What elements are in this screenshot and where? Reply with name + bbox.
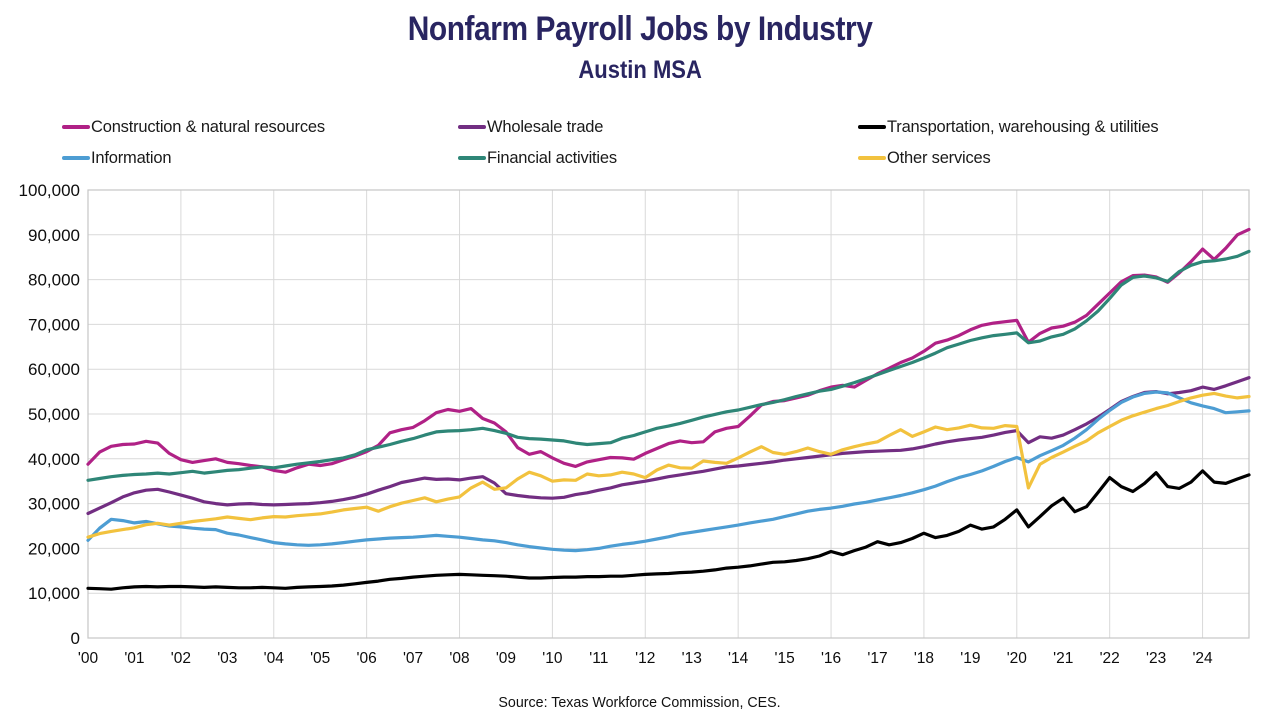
legend-label: Construction & natural resources — [91, 117, 325, 136]
legend-column-3: Transportation, warehousing & utilities … — [858, 116, 1167, 169]
x-axis-tick-label: '23 — [1146, 650, 1166, 667]
source-note: Source: Texas Workforce Commission, CES. — [498, 694, 782, 711]
legend-column-2: Wholesale trade Financial activities — [458, 116, 621, 169]
page-subtitle: Austin MSA — [578, 56, 702, 84]
y-axis-tick-label: 40,000 — [28, 450, 80, 469]
transportation-line-swatch-icon — [858, 125, 886, 129]
x-axis-tick-label: '05 — [310, 650, 330, 667]
series-line-information — [86, 390, 1251, 553]
x-axis-tick-label: '22 — [1100, 650, 1120, 667]
wholesale-line-swatch-icon — [458, 125, 486, 129]
construction-line-swatch-icon — [62, 125, 90, 129]
y-axis-tick-label: 100,000 — [19, 181, 80, 200]
x-axis-tick-label: '06 — [357, 650, 377, 667]
x-axis-tick-label: '18 — [914, 650, 934, 667]
y-axis-tick-label: 50,000 — [28, 405, 80, 424]
legend-label: Other services — [887, 148, 991, 167]
legend-label: Financial activities — [487, 148, 617, 167]
series-line-wholesale-trade — [86, 376, 1251, 516]
x-axis-tick-label: '00 — [78, 650, 99, 667]
y-axis-tick-label: 20,000 — [28, 539, 80, 558]
information-line-swatch-icon — [62, 156, 90, 160]
x-axis-tick-label: '24 — [1192, 650, 1213, 667]
x-axis-tick-label: '13 — [682, 650, 702, 667]
x-axis-tick-label: '21 — [1053, 650, 1073, 667]
series-line-financial-activities — [86, 249, 1251, 482]
chart-legend: Construction & natural resources Informa… — [0, 116, 1280, 180]
x-axis-tick-label: '01 — [124, 650, 144, 667]
y-axis-tick-label: 60,000 — [28, 360, 80, 379]
legend-label: Wholesale trade — [487, 117, 604, 136]
y-axis-tick-label: 10,000 — [28, 584, 80, 603]
y-axis-tick-label: 70,000 — [28, 315, 80, 334]
x-axis-tick-label: '16 — [821, 650, 841, 667]
x-axis-tick-label: '17 — [867, 650, 887, 667]
series-line-transportation-warehousing-utilities — [86, 469, 1251, 591]
x-axis-tick-label: '03 — [217, 650, 237, 667]
series-line-construction-natural-resources — [86, 227, 1251, 474]
legend-item-wholesale: Wholesale trade — [458, 116, 621, 138]
x-axis-tick-label: '09 — [496, 650, 516, 667]
x-axis-tick-label: '12 — [635, 650, 655, 667]
page-title: Nonfarm Payroll Jobs by Industry — [407, 10, 873, 48]
y-axis-tick-label: 30,000 — [28, 495, 80, 514]
x-axis-tick-label: '14 — [728, 650, 749, 667]
plot-border — [87, 189, 1250, 639]
x-axis-tick-label: '19 — [960, 650, 980, 667]
y-axis-tick-label: 0 — [71, 629, 80, 648]
x-axis-tick-label: '11 — [589, 650, 608, 667]
series-line-other-services — [86, 391, 1251, 539]
legend-item-information: Information — [62, 147, 332, 169]
legend-label: Information — [91, 148, 172, 167]
x-axis-tick-label: '07 — [403, 650, 423, 667]
legend-item-other-services: Other services — [858, 147, 1167, 169]
y-axis-tick-label: 90,000 — [28, 226, 80, 245]
legend-item-construction: Construction & natural resources — [62, 116, 332, 138]
x-axis-tick-label: '08 — [449, 650, 469, 667]
x-axis-tick-label: '04 — [264, 650, 285, 667]
legend-item-transportation: Transportation, warehousing & utilities — [858, 116, 1167, 138]
legend-label: Transportation, warehousing & utilities — [887, 117, 1159, 136]
x-axis-tick-label: '15 — [774, 650, 794, 667]
legend-column-1: Construction & natural resources Informa… — [62, 116, 332, 169]
other-services-line-swatch-icon — [858, 156, 886, 160]
x-axis-tick-label: '20 — [1007, 650, 1028, 667]
legend-item-financial: Financial activities — [458, 147, 621, 169]
y-axis-tick-label: 80,000 — [28, 271, 80, 290]
x-axis-tick-label: '02 — [171, 650, 191, 667]
financial-line-swatch-icon — [458, 156, 486, 160]
x-axis-tick-label: '10 — [542, 650, 563, 667]
